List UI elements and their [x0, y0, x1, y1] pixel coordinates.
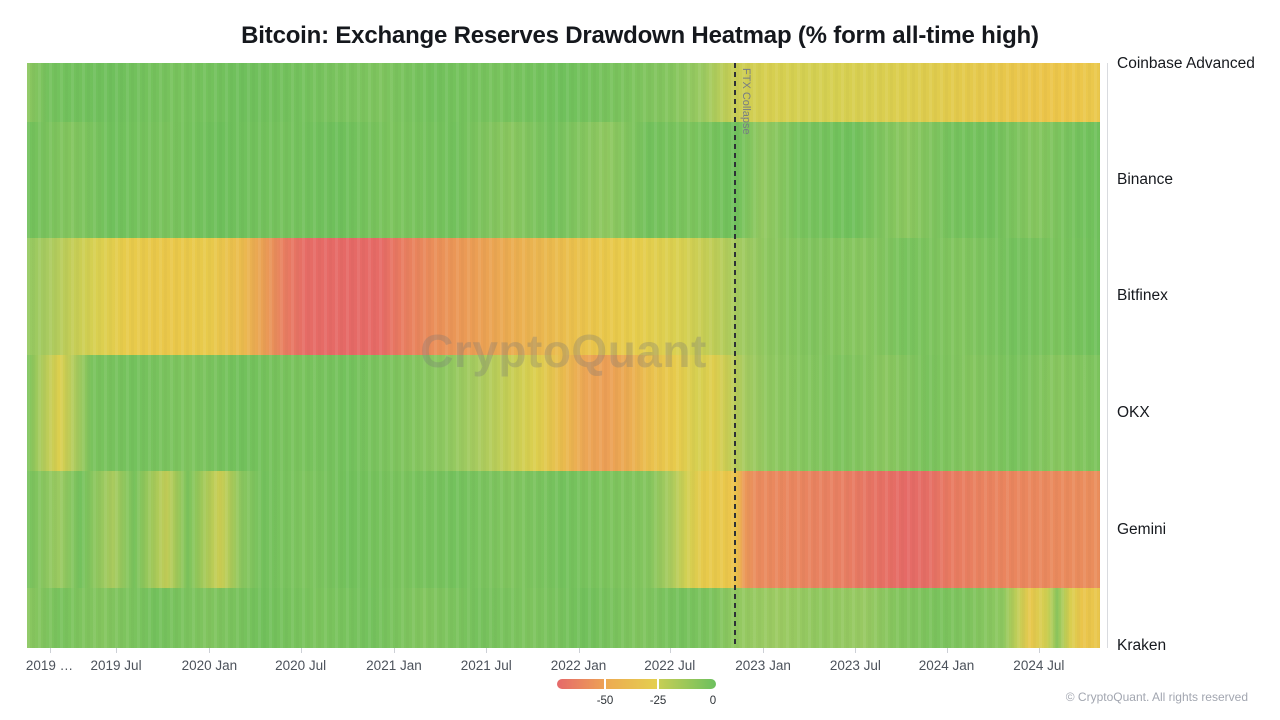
- x-tick-label-2019-: 2019 …: [25, 658, 74, 673]
- legend-tick-label-minus25: -25: [649, 695, 667, 707]
- x-tick-mark: [763, 648, 765, 653]
- x-tick-mark: [946, 648, 948, 653]
- legend-gradient-segment: [557, 679, 604, 689]
- x-tick-label-2019-jul: 2019 Jul: [90, 658, 142, 673]
- chart-title: Bitcoin: Exchange Reserves Drawdown Heat…: [241, 22, 1039, 49]
- heatmap-row-binance[interactable]: [27, 122, 1100, 239]
- heatmap-row-coinbase-advanced[interactable]: [27, 63, 1100, 123]
- heatmap-plot-area[interactable]: CryptoQuant FTX Collapse: [27, 63, 1100, 648]
- x-tick-mark: [116, 648, 118, 653]
- x-tick-label-2020-jul: 2020 Jul: [275, 658, 327, 673]
- x-tick-mark: [300, 648, 302, 653]
- heatmap-rows: [27, 63, 1100, 648]
- exchange-label-binance: Binance: [1117, 171, 1174, 188]
- x-tick-label-2020-jan: 2020 Jan: [181, 658, 238, 673]
- x-tick-label-2023-jul: 2023 Jul: [829, 658, 881, 673]
- ftx-collapse-line: [734, 63, 737, 648]
- x-tick-label-2024-jan: 2024 Jan: [918, 658, 975, 673]
- x-tick-label-2022-jan: 2022 Jan: [550, 658, 607, 673]
- exchange-label-gemini: Gemini: [1117, 520, 1167, 538]
- x-tick-mark: [1038, 648, 1040, 653]
- color-scale-legend: [557, 679, 716, 689]
- heatmap-row-gemini[interactable]: [27, 471, 1100, 588]
- heatmap-row-bitfinex[interactable]: [27, 238, 1100, 355]
- y-axis-line: [1107, 63, 1108, 648]
- x-tick-label-2021-jul: 2021 Jul: [460, 658, 512, 673]
- x-tick-mark: [855, 648, 857, 653]
- x-tick-label-2022-jul: 2022 Jul: [644, 658, 696, 673]
- legend-tick-label-minus50: -50: [596, 695, 614, 707]
- copyright-notice: © CryptoQuant. All rights reserved: [1065, 690, 1248, 704]
- exchange-label-kraken: Kraken: [1117, 636, 1167, 654]
- x-tick-label-2023-jan: 2023 Jan: [735, 658, 791, 673]
- heatmap-row-kraken[interactable]: [27, 587, 1100, 648]
- exchange-label-bitfinex: Bitfinex: [1117, 287, 1168, 305]
- exchange-label-okx: OKX: [1117, 403, 1150, 421]
- x-tick-mark: [578, 648, 580, 653]
- x-tick-label-2024-jul: 2024 Jul: [1013, 658, 1065, 673]
- x-tick-mark: [669, 648, 671, 653]
- x-tick-mark: [209, 648, 211, 653]
- legend-gradient-segment: [659, 679, 716, 689]
- legend-gradient-segment: [606, 679, 657, 689]
- x-tick-mark: [49, 648, 51, 653]
- x-tick-mark: [486, 648, 488, 653]
- legend-tick-label-0: 0: [709, 695, 717, 707]
- x-tick-label-2021-jan: 2021 Jan: [366, 658, 422, 673]
- ftx-collapse-label: FTX Collapse: [740, 68, 753, 135]
- x-tick-mark: [393, 648, 395, 653]
- heatmap-row-okx[interactable]: [27, 354, 1100, 472]
- exchange-label-coinbase-advanced: Coinbase Advanced: [1117, 55, 1255, 73]
